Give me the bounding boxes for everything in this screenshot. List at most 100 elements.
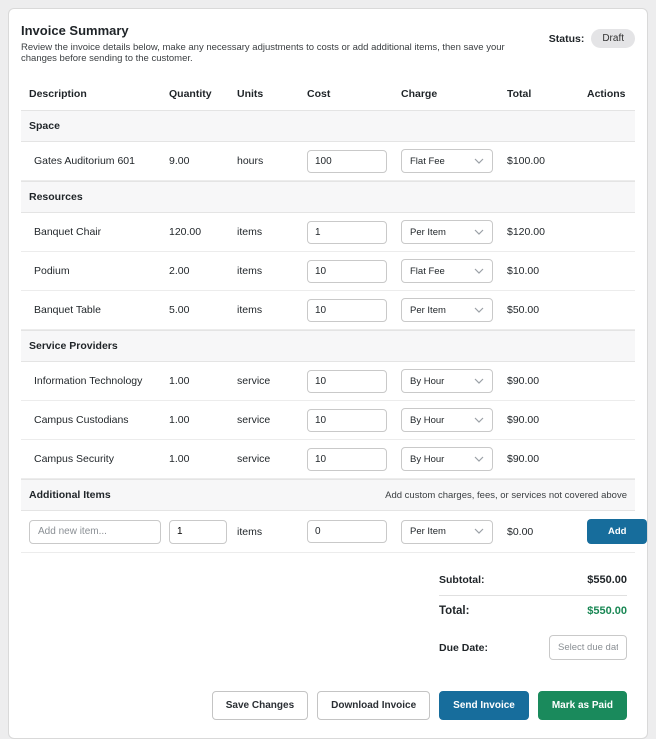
card-header: Invoice Summary Review the invoice detai… (21, 23, 635, 64)
total-cell: $0.00 (507, 525, 534, 538)
add-item-button[interactable]: Add (587, 519, 648, 544)
description-cell: Gates Auditorium 601 (34, 155, 135, 167)
cost-input[interactable] (307, 149, 387, 173)
description-cell: Campus Security (34, 453, 114, 465)
charge-select[interactable]: By Hour (401, 369, 493, 393)
header-text: Invoice Summary Review the invoice detai… (21, 23, 521, 64)
units-cell: hours (237, 155, 264, 167)
section-title: Resources (29, 191, 83, 203)
due-date-input[interactable] (549, 635, 627, 660)
new-item-name-input[interactable] (29, 519, 161, 544)
charge-select-value: Per Item (410, 226, 446, 238)
column-header-charge: Charge (401, 88, 438, 100)
cost-input[interactable] (307, 298, 387, 322)
section-header-resources: Resources (21, 181, 635, 213)
status-badge: Draft (591, 29, 635, 48)
cost-input[interactable] (307, 220, 387, 244)
new-item-charge-select[interactable]: Per Item (401, 519, 493, 544)
send-invoice-button[interactable]: Send Invoice (439, 691, 529, 720)
mark-as-paid-button[interactable]: Mark as Paid (537, 691, 627, 720)
quantity-cell: 1.00 (169, 375, 190, 387)
page-subtitle: Review the invoice details below, make a… (21, 42, 505, 64)
new-item-cost-input[interactable] (307, 520, 387, 543)
charge-select-value: By Hour (410, 414, 445, 426)
quantity-cell: 120.00 (169, 226, 202, 238)
total-cell: $100.00 (507, 155, 545, 167)
chevron-down-icon (474, 305, 484, 316)
column-header-actions: Actions (587, 88, 626, 100)
total-cell: $90.00 (507, 414, 540, 426)
table-row: Gates Auditorium 601 9.00 hours Flat Fee… (21, 142, 635, 181)
section-title: Service Providers (29, 340, 118, 352)
section-title: Additional Items (29, 489, 111, 501)
chevron-down-icon (474, 454, 484, 465)
section-header-service-providers: Service Providers (21, 330, 635, 362)
charge-select[interactable]: By Hour (401, 408, 493, 432)
section-title: Space (29, 120, 60, 132)
charge-select[interactable]: Flat Fee (401, 259, 493, 283)
total-cell: $50.00 (507, 304, 540, 316)
table-row: Campus Security 1.00 service By Hour $90… (21, 440, 635, 479)
description-cell: Banquet Table (34, 304, 101, 316)
units-cell: service (237, 375, 271, 387)
column-header-cost: Cost (307, 88, 331, 100)
column-header-quantity: Quantity (169, 88, 212, 100)
units-cell: service (237, 453, 271, 465)
charge-select[interactable]: Flat Fee (401, 149, 493, 173)
column-header-total: Total (507, 88, 532, 100)
cost-input[interactable] (307, 259, 387, 283)
total-label: Total: (439, 605, 470, 617)
additional-items-hint: Add custom charges, fees, or services no… (385, 489, 627, 501)
column-header-description: Description (29, 88, 87, 100)
quantity-cell: 2.00 (169, 265, 190, 277)
description-cell: Campus Custodians (34, 414, 129, 426)
quantity-cell: 1.00 (169, 414, 190, 426)
section-header-space: Space (21, 110, 635, 142)
status-wrap: Status: Draft (549, 29, 635, 48)
due-date-label: Due Date: (439, 641, 489, 654)
chevron-down-icon (474, 227, 484, 238)
charge-select-value: Per Item (410, 526, 446, 537)
subtotal-value: $550.00 (587, 574, 627, 586)
total-value: $550.00 (587, 605, 627, 617)
charge-select-value: Flat Fee (410, 265, 445, 277)
add-item-row: items Per Item $0.00 Add (21, 511, 648, 553)
column-header-units: Units (237, 88, 264, 100)
units-cell: items (237, 226, 263, 238)
subtotal-label: Subtotal: (439, 574, 485, 586)
description-cell: Information Technology (34, 375, 143, 387)
quantity-cell: 5.00 (169, 304, 190, 316)
save-changes-button[interactable]: Save Changes (211, 691, 309, 720)
charge-select-value: By Hour (410, 375, 445, 387)
table-row: Information Technology 1.00 service By H… (21, 362, 635, 401)
download-invoice-button[interactable]: Download Invoice (317, 691, 431, 720)
charge-select[interactable]: Per Item (401, 298, 493, 322)
new-item-quantity-input[interactable] (169, 519, 227, 544)
total-cell: $120.00 (507, 226, 545, 238)
cost-input[interactable] (307, 408, 387, 432)
total-cell: $90.00 (507, 453, 540, 465)
description-cell: Podium (34, 265, 70, 277)
charge-select-value: Per Item (410, 304, 446, 316)
units-cell: items (237, 265, 263, 277)
table-row: Banquet Table 5.00 items Per Item $50.00 (21, 291, 635, 330)
table-row: Banquet Chair 120.00 items Per Item $120… (21, 213, 635, 252)
table-row: Podium 2.00 items Flat Fee $10.00 (21, 252, 635, 291)
total-cell: $10.00 (507, 265, 540, 277)
chevron-down-icon (474, 266, 484, 277)
invoice-summary-card: Invoice Summary Review the invoice detai… (8, 8, 648, 739)
charge-select[interactable]: By Hour (401, 447, 493, 471)
footer-actions: Save Changes Download Invoice Send Invoi… (21, 691, 627, 720)
quantity-cell: 9.00 (169, 155, 190, 167)
quantity-cell: 1.00 (169, 453, 190, 465)
cost-input[interactable] (307, 447, 387, 471)
charge-select[interactable]: Per Item (401, 220, 493, 244)
chevron-down-icon (474, 415, 484, 426)
table-header-row: Description Quantity Units Cost Charge T… (21, 80, 635, 110)
cost-input[interactable] (307, 369, 387, 393)
charge-select-value: Flat Fee (410, 155, 445, 167)
table-row: Campus Custodians 1.00 service By Hour $… (21, 401, 635, 440)
section-header-additional-items: Additional Items Add custom charges, fee… (21, 479, 635, 511)
chevron-down-icon (474, 156, 484, 167)
units-cell: items (237, 304, 263, 316)
